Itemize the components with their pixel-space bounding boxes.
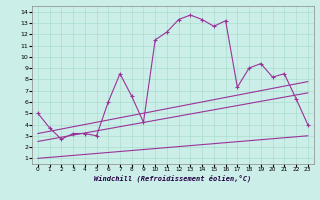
X-axis label: Windchill (Refroidissement éolien,°C): Windchill (Refroidissement éolien,°C) — [94, 175, 252, 182]
